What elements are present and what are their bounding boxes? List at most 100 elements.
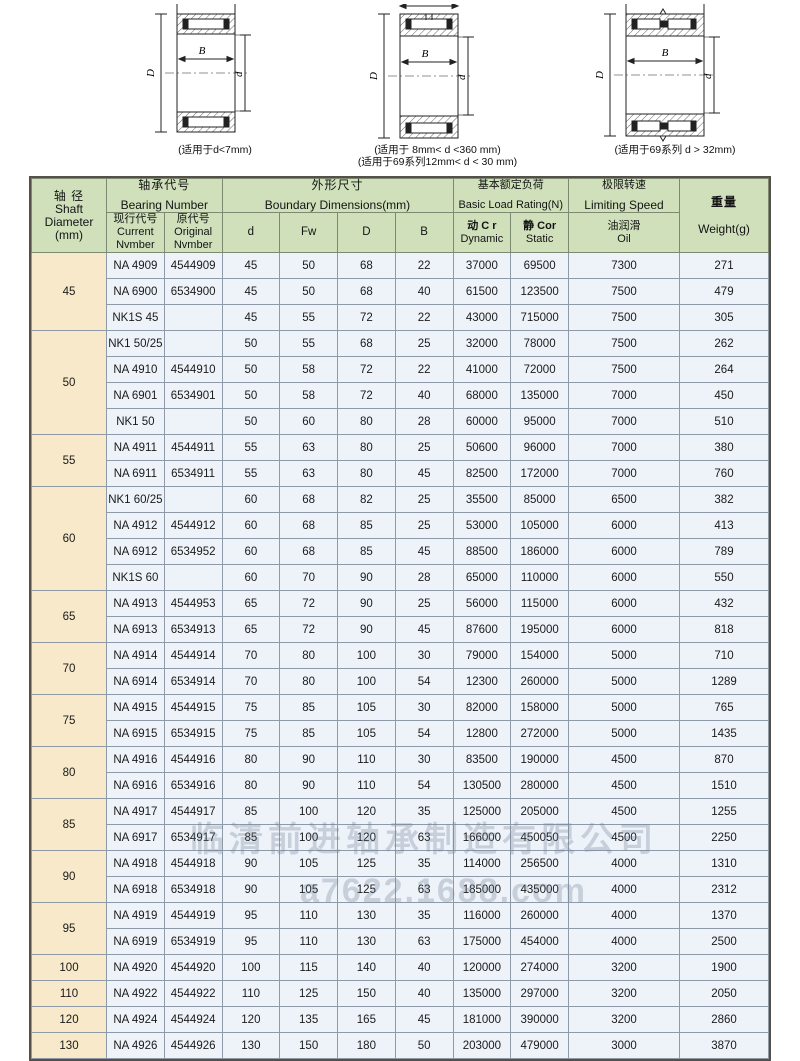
cell-original-number: 4544922 [163, 980, 223, 1007]
cell-cor: 715000 [510, 304, 569, 331]
cell-cr: 130500 [452, 772, 512, 799]
cell-speed: 7000 [568, 382, 680, 409]
cell-original-number: 4544918 [163, 850, 223, 877]
cell-cr: 12800 [452, 720, 512, 747]
cell-fw: 85 [279, 694, 338, 721]
cell-D: 110 [337, 772, 396, 799]
cell-current-number: NA 6917 [106, 824, 165, 851]
cell-fw: 50 [279, 252, 338, 279]
cell-d: 50 [221, 330, 281, 357]
load-cn: 基本额定负荷 [477, 179, 544, 191]
current-en2: Nvmber [116, 239, 155, 251]
shaft-en2: Diameter [44, 214, 94, 229]
cell-original-number: 4544912 [163, 512, 223, 539]
cell-B: 45 [394, 1006, 454, 1033]
cell-cor: 186000 [510, 538, 569, 565]
cell-current-number: NA 6918 [106, 876, 165, 903]
cell-cr: 181000 [452, 1006, 512, 1033]
cell-B: 35 [394, 850, 454, 877]
cell-B: 25 [394, 590, 454, 617]
cell-D: 125 [337, 850, 396, 877]
cell-speed: 4000 [568, 928, 680, 955]
cell-fw: 68 [279, 486, 338, 513]
cell-B: 45 [394, 616, 454, 643]
cell-d: 60 [221, 486, 281, 513]
cell-cor: 274000 [510, 954, 569, 981]
table-row: 75 NA 4915 4544915 75 85 105 30 82000 158000 5000… [31, 694, 769, 747]
cell-weight: 382 [679, 486, 769, 513]
table-row: NA 4910 4544910 50 58 72 22 41000 72000 7500 264 [32, 356, 769, 383]
col-header-dynamic: 动 C r Dynamic [452, 212, 512, 253]
cell-D: 150 [337, 980, 396, 1007]
table-row: 90 NA 4918 4544918 90 105 125 35 114000 256500 40… [31, 850, 769, 903]
cell-cr: 79000 [452, 642, 512, 669]
cell-cor: 190000 [510, 746, 569, 773]
cell-weight: 264 [679, 356, 769, 383]
cell-B: 45 [394, 538, 454, 565]
cell-speed: 6000 [568, 512, 680, 539]
static-cn: 静 Cor [523, 219, 557, 232]
original-en2: Nvmber [173, 239, 213, 251]
cell-d: 70 [221, 668, 281, 695]
bearing-diagram-2-drawing: D d B [358, 2, 518, 144]
cell-current-number: NK1 50/25 [106, 330, 165, 357]
cell-cr: 56000 [452, 590, 512, 617]
cell-weight: 2312 [679, 876, 769, 903]
cell-cor: 78000 [510, 330, 569, 357]
bearing-diagram-3-caption: (适用于69系列 d > 32mm) [614, 144, 736, 156]
cell-speed: 7300 [568, 252, 680, 279]
table-row: 60 NK1 60/25 60 68 82 25 35500 85000 6500 382 [31, 486, 769, 591]
cell-weight: 1370 [679, 902, 769, 929]
cell-original-number [163, 486, 223, 513]
cell-cr: 185000 [452, 876, 512, 903]
cell-cr: 50600 [452, 434, 512, 461]
cell-B: 54 [394, 772, 454, 799]
cell-cor: 435000 [510, 876, 569, 903]
cell-fw: 68 [279, 538, 338, 565]
cell-D: 90 [337, 590, 396, 617]
cell-B: 22 [394, 252, 454, 279]
bearing-diagram-2: D d B (适用于 8mm< d <360 mm) (适用于69系列12mm<… [330, 2, 545, 172]
cell-D: 130 [337, 902, 396, 929]
cell-weight: 2050 [679, 980, 769, 1007]
cell-D: 85 [337, 538, 396, 565]
cell-fw: 72 [279, 616, 338, 643]
cell-d: 50 [221, 382, 281, 409]
cell-original-number: 6534917 [163, 824, 223, 851]
cell-d: 55 [221, 460, 281, 487]
cell-B: 35 [394, 902, 454, 929]
cell-current-number: NA 4915 [106, 694, 165, 721]
boundary-cn: 外形尺寸 [311, 178, 364, 192]
oil-cn: 油润滑 [607, 219, 641, 232]
bearing-spec-table: 轴 径 Shaft Diameter (mm) 轴承代号 Bearing Num… [31, 178, 769, 1059]
cell-original-number [163, 304, 223, 331]
cell-B: 63 [394, 824, 454, 851]
cell-fw: 110 [279, 928, 338, 955]
cell-fw: 63 [279, 460, 338, 487]
col-header-D: D [337, 212, 396, 253]
cell-B: 30 [394, 746, 454, 773]
cell-speed: 7500 [568, 304, 680, 331]
cell-weight: 413 [679, 512, 769, 539]
cell-B: 54 [394, 720, 454, 747]
cell-fw: 63 [279, 434, 338, 461]
cell-weight: 1435 [679, 720, 769, 747]
bearing-diagrams-strip: D d B (适用于d<7mm) [0, 0, 800, 172]
header-row-bottom: 现行代号 Current Nvmber 原代号 Original Nvmber … [32, 212, 769, 253]
cell-D: 90 [337, 564, 396, 591]
cell-original-number: 4544926 [163, 1032, 223, 1059]
cell-current-number: NA 4911 [106, 434, 165, 461]
cell-cor: 479000 [510, 1032, 569, 1059]
dim-label-d: d [702, 73, 714, 79]
cell-shaft-diameter: 55 [31, 434, 107, 487]
table-row: 100 NA 4920 4544920 100 115 140 40 120000 274000… [31, 954, 769, 981]
cell-current-number: NA 6919 [106, 928, 165, 955]
cell-shaft-diameter: 95 [31, 902, 107, 955]
cell-d: 60 [221, 564, 281, 591]
cell-d: 60 [221, 512, 281, 539]
cell-D: 82 [337, 486, 396, 513]
cell-cor: 454000 [510, 928, 569, 955]
cell-original-number: 6534918 [163, 876, 223, 903]
cell-cor: 96000 [510, 434, 569, 461]
cell-cor: 256500 [510, 850, 569, 877]
